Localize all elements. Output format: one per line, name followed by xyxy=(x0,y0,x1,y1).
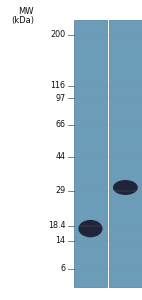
Text: MW: MW xyxy=(18,7,33,16)
Text: 97: 97 xyxy=(55,94,65,103)
Text: 66: 66 xyxy=(55,120,65,129)
Text: 14: 14 xyxy=(55,236,65,245)
Ellipse shape xyxy=(78,220,103,237)
Text: 116: 116 xyxy=(50,81,65,90)
Bar xyxy=(74,20,107,286)
Bar xyxy=(109,20,142,286)
Ellipse shape xyxy=(113,180,138,195)
Text: 6: 6 xyxy=(60,264,65,273)
Text: 200: 200 xyxy=(50,30,65,39)
Text: 18.4: 18.4 xyxy=(48,221,65,230)
Text: 44: 44 xyxy=(55,152,65,161)
Text: 29: 29 xyxy=(55,186,65,195)
Text: (kDa): (kDa) xyxy=(11,16,34,26)
